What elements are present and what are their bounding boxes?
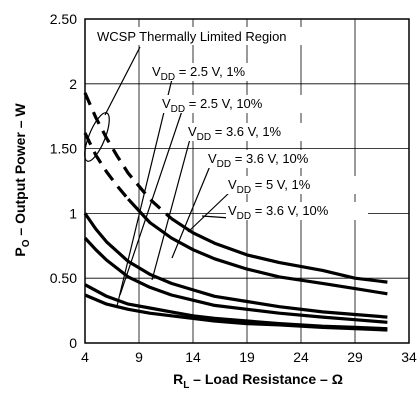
y-tick-label: 0.50 bbox=[50, 270, 77, 286]
annotation-label: VDD = 5 V, 1% bbox=[228, 177, 311, 196]
tick-labels: 4 9 14 19 24 29 34 0 0.50 1 1.50 2 2.50 bbox=[50, 11, 417, 365]
annotation-background bbox=[150, 63, 292, 81]
annotation-leader-line bbox=[116, 78, 173, 307]
y-axis-title: PO – Output Power – W bbox=[12, 103, 32, 257]
x-tick-label: 34 bbox=[401, 349, 417, 365]
x-axis-title: RL – Load Resistance – Ω bbox=[173, 371, 343, 391]
series-line bbox=[170, 217, 388, 284]
series-line bbox=[127, 198, 388, 296]
annotation-label: VDD = 2.5 V, 1% bbox=[152, 64, 246, 83]
annotation-background bbox=[226, 202, 368, 220]
series-line bbox=[83, 132, 130, 201]
annotation-leader-line bbox=[201, 215, 231, 219]
annotation-leader-line bbox=[151, 138, 191, 281]
x-tick-label: 9 bbox=[135, 349, 143, 365]
annotation-leader-line bbox=[171, 165, 211, 259]
x-tick-label: 4 bbox=[81, 349, 89, 365]
y-tick-label: 0 bbox=[69, 335, 77, 351]
annotation-leader-line bbox=[119, 110, 183, 296]
annotation-label: VDD = 3.6 V, 10% bbox=[228, 203, 329, 222]
annotation-background bbox=[186, 123, 328, 141]
series-line bbox=[83, 92, 173, 220]
y-tick-label: 1.50 bbox=[50, 141, 77, 157]
series-group bbox=[83, 92, 388, 332]
region-leader-line bbox=[104, 46, 141, 116]
annotation-label: VDD = 3.6 V, 1% bbox=[188, 124, 282, 143]
y-tick-label: 2.50 bbox=[50, 11, 77, 27]
annotations: VDD = 2.5 V, 1% VDD = 2.5 V, 10% VDD = 3.6… bbox=[104, 46, 368, 307]
annotation-background bbox=[206, 150, 348, 168]
plot-frame bbox=[84, 18, 410, 344]
annotation-label: VDD = 3.6 V, 10% bbox=[208, 151, 309, 170]
x-tick-label: 14 bbox=[185, 349, 201, 365]
annotation-background bbox=[160, 95, 302, 113]
annotation-label: VDD = 2.5 V, 10% bbox=[162, 96, 263, 115]
region-label: WCSP Thermally Limited Region bbox=[97, 29, 287, 44]
annotation-background bbox=[226, 176, 368, 194]
y-tick-label: 2 bbox=[69, 76, 77, 92]
series-line bbox=[84, 293, 388, 332]
series-line bbox=[83, 236, 388, 324]
region-label-background bbox=[94, 27, 336, 45]
x-tick-label: 19 bbox=[239, 349, 255, 365]
annotation-leader-line bbox=[187, 191, 231, 233]
x-tick-label: 24 bbox=[293, 349, 309, 365]
x-tick-label: 29 bbox=[347, 349, 363, 365]
y-tick-label: 1 bbox=[69, 205, 77, 221]
series-line bbox=[83, 212, 388, 319]
